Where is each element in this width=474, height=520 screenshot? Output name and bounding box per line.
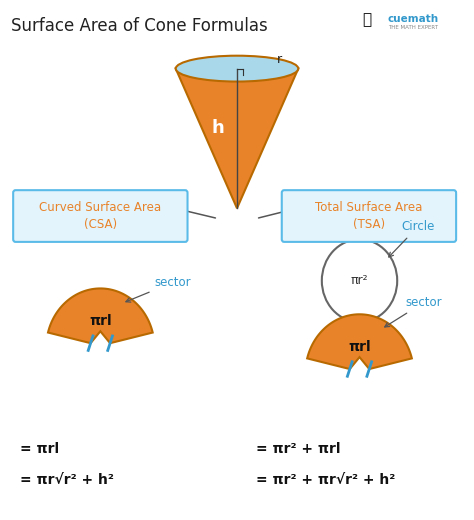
Polygon shape: [48, 289, 153, 343]
Text: = πr² + πrl: = πr² + πrl: [256, 442, 340, 456]
Text: sector: sector: [385, 296, 442, 327]
Text: THE MATH EXPERT: THE MATH EXPERT: [388, 24, 438, 30]
FancyBboxPatch shape: [282, 190, 456, 242]
Text: πrl: πrl: [348, 340, 371, 354]
Text: Surface Area of Cone Formulas: Surface Area of Cone Formulas: [11, 17, 267, 35]
Text: h: h: [212, 119, 225, 137]
Text: 🚀: 🚀: [362, 12, 371, 27]
Text: Circle: Circle: [389, 220, 434, 257]
Text: πrl: πrl: [89, 314, 112, 328]
Text: Total Surface Area
(TSA): Total Surface Area (TSA): [315, 201, 423, 231]
Polygon shape: [307, 314, 412, 369]
Polygon shape: [176, 69, 298, 209]
Text: l: l: [270, 140, 275, 158]
Text: = πr√r² + h²: = πr√r² + h²: [20, 473, 114, 487]
Text: Curved Surface Area
(CSA): Curved Surface Area (CSA): [39, 201, 162, 231]
Text: = πr² + πr√r² + h²: = πr² + πr√r² + h²: [256, 473, 395, 487]
Text: sector: sector: [126, 276, 191, 302]
Text: cuemath: cuemath: [388, 15, 439, 24]
Text: πr²: πr²: [351, 274, 368, 287]
Ellipse shape: [176, 56, 298, 82]
Circle shape: [322, 239, 397, 322]
Text: r: r: [277, 53, 282, 66]
Text: = πrl: = πrl: [20, 442, 59, 456]
FancyBboxPatch shape: [13, 190, 188, 242]
